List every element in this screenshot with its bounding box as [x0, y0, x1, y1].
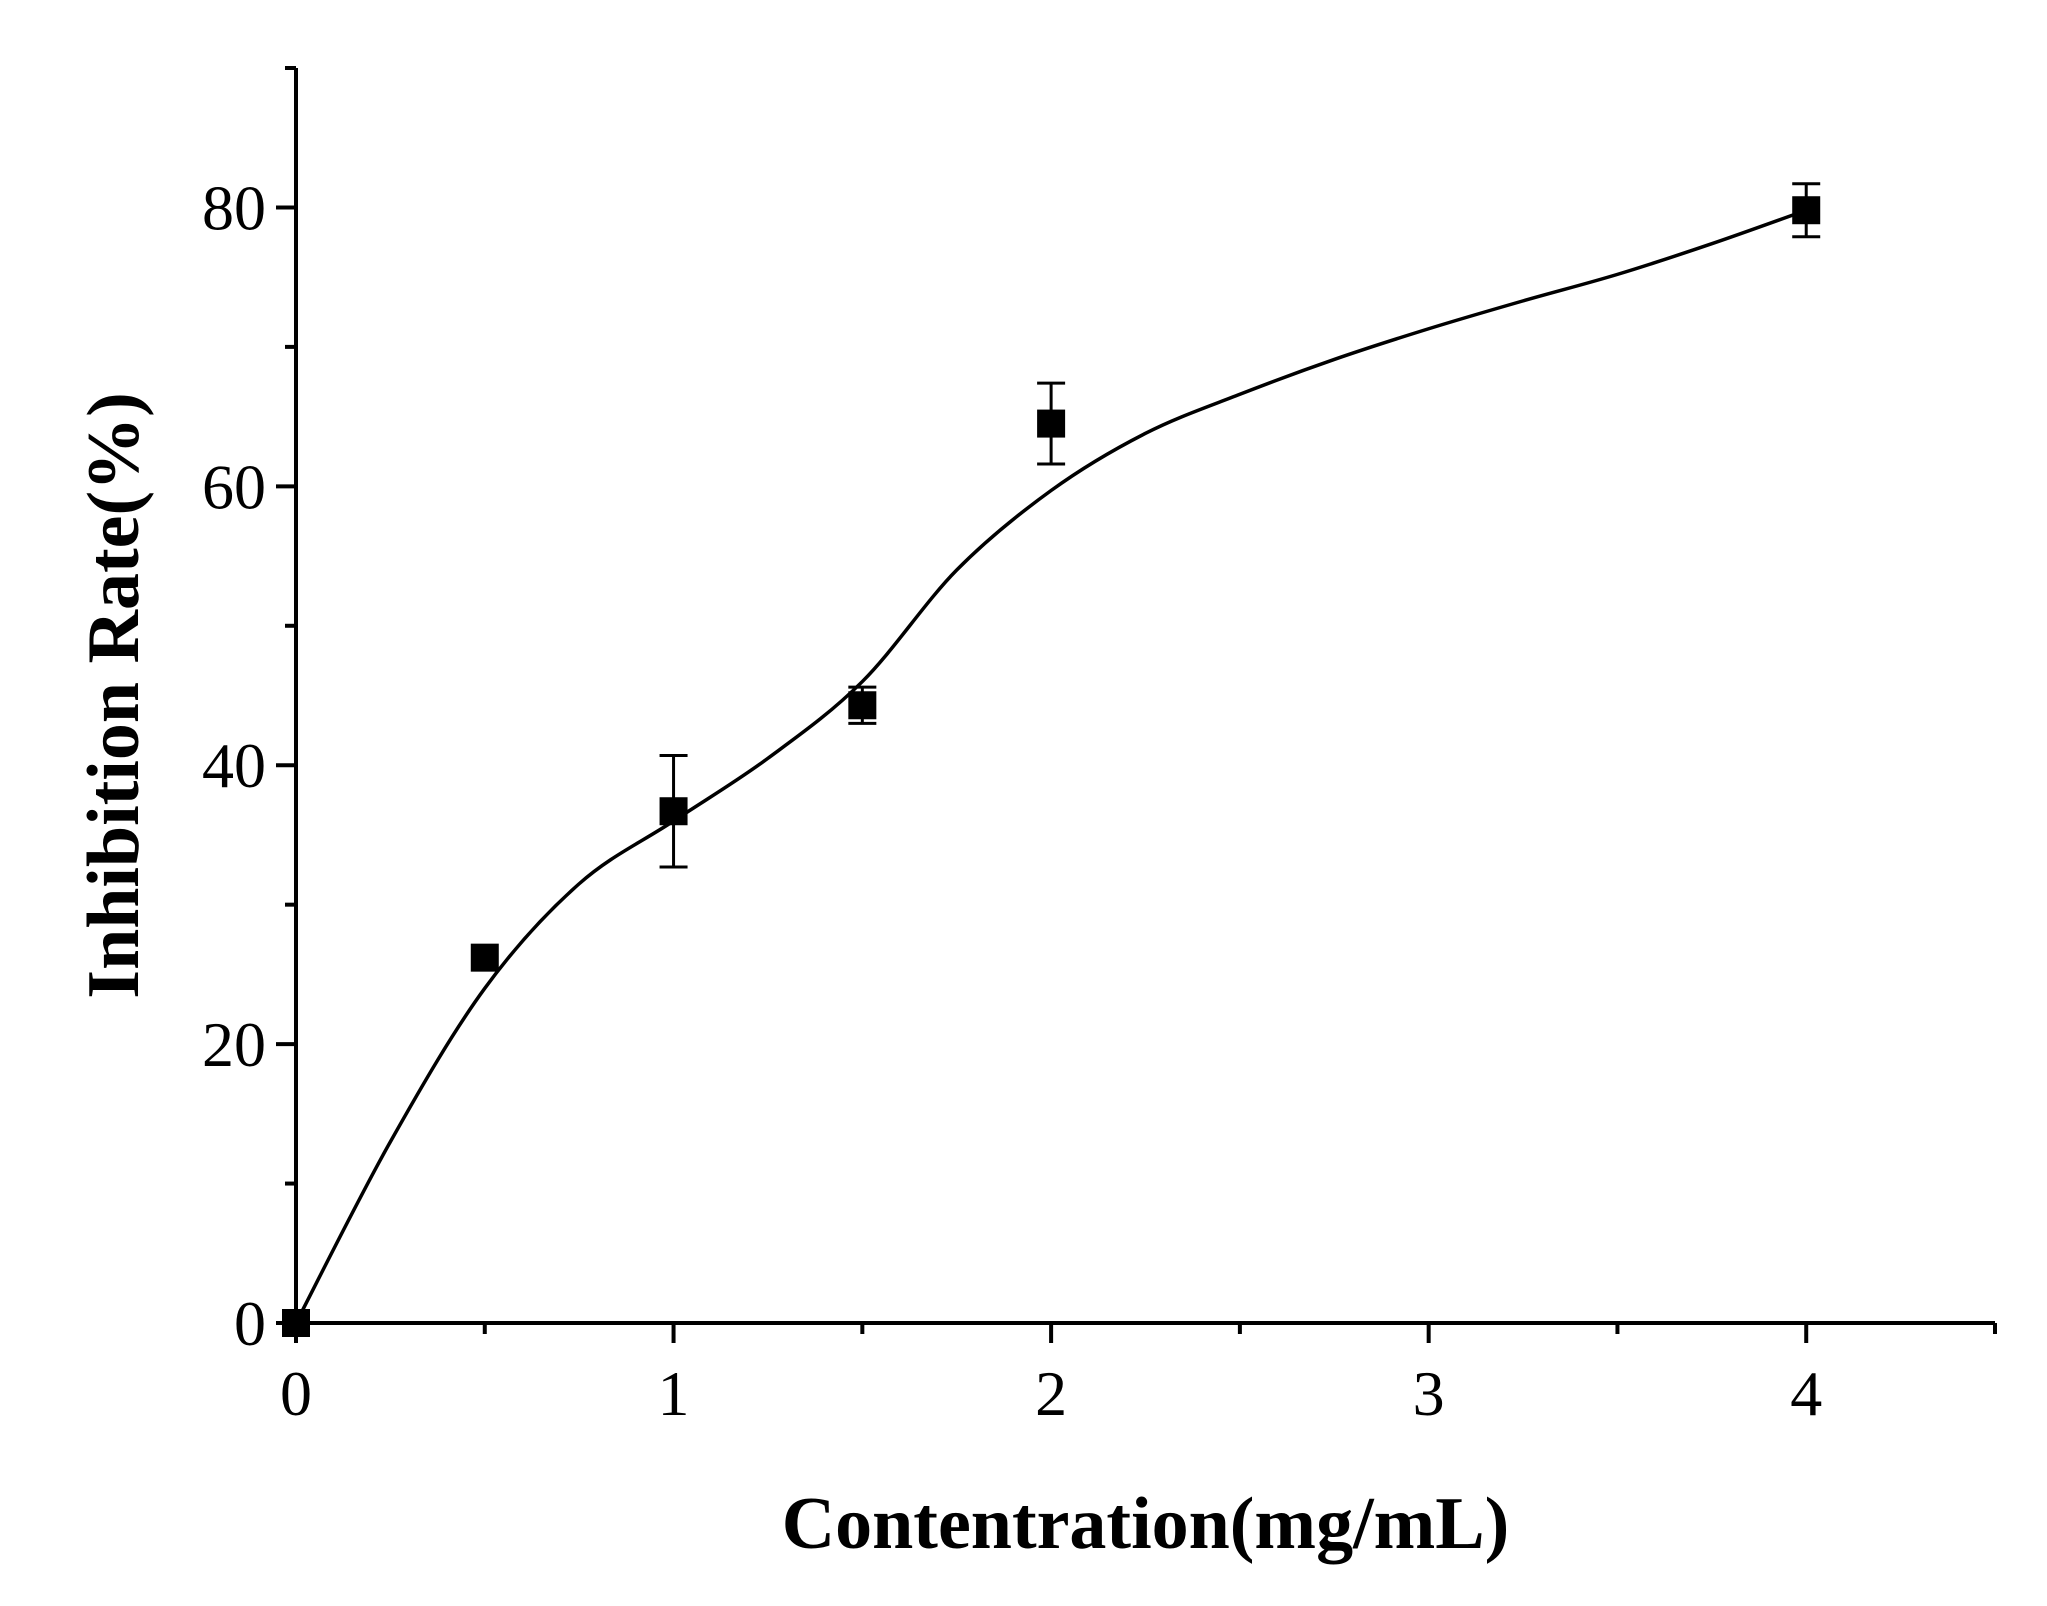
data-point: [848, 691, 877, 720]
x-tick-label: 2: [1035, 1358, 1067, 1429]
x-tick-label: 3: [1413, 1358, 1445, 1429]
data-point: [659, 797, 688, 826]
y-tick-label: 40: [202, 730, 266, 801]
data-point: [1037, 409, 1066, 438]
x-tick-label: 1: [658, 1358, 690, 1429]
x-axis-title: Contentration(mg/mL): [782, 1483, 1510, 1565]
axes: [276, 66, 1997, 1343]
data-point: [470, 943, 499, 972]
x-tick-label: 0: [280, 1358, 312, 1429]
fit-curve-layer: [294, 208, 1807, 1324]
data-point: [282, 1309, 310, 1337]
y-tick-label: 20: [202, 1009, 266, 1080]
y-tick-label: 60: [202, 451, 266, 522]
y-tick-label: 80: [202, 172, 266, 243]
tick-labels-layer: 0 20 40 60 80 0 1 2 3 4: [202, 172, 1822, 1429]
data-points-layer: [282, 182, 1821, 1337]
x-tick-label: 4: [1790, 1358, 1822, 1429]
y-tick-label: 0: [234, 1288, 266, 1359]
fit-curve: [294, 208, 1807, 1324]
y-axis-title: Inhibition Rate(%): [73, 392, 155, 998]
data-point: [1792, 196, 1821, 225]
